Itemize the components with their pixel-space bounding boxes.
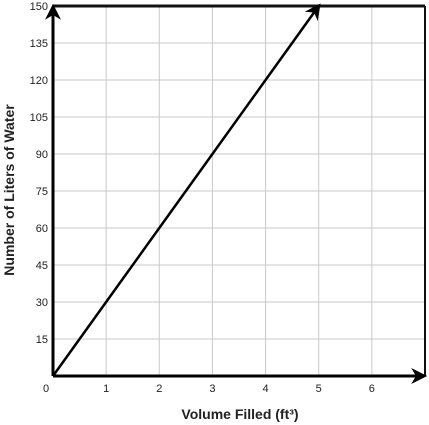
y-tick-label: 105: [30, 112, 48, 124]
x-axis-label: Volume Filled (ft³): [181, 406, 298, 422]
x-tick-label: 0: [43, 383, 49, 395]
series-line: [51, 3, 321, 377]
y-tick-label: 60: [36, 223, 48, 235]
x-tick-label: 2: [156, 383, 162, 395]
axes: [45, 3, 428, 384]
series-group: [51, 3, 321, 377]
y-tick-label: 90: [36, 149, 48, 161]
y-tick-label: 150: [30, 1, 48, 13]
x-tick-label: 4: [263, 383, 269, 395]
grid: [53, 6, 425, 376]
y-tick-label: 120: [30, 75, 48, 87]
y-axis-label: Number of Liters of Water: [1, 104, 17, 276]
x-tick-label: 1: [103, 383, 109, 395]
y-tick-label: 135: [30, 38, 48, 50]
y-tick-labels: 15 30 45 60 75 90 105 120 135 150: [30, 1, 48, 346]
x-tick-label: 6: [369, 383, 375, 395]
x-tick-label: 5: [316, 383, 322, 395]
y-tick-label: 15: [36, 334, 48, 346]
y-tick-label: 45: [36, 260, 48, 272]
x-tick-labels: 0 1 2 3 4 5 6: [43, 383, 375, 395]
y-tick-label: 30: [36, 297, 48, 309]
y-tick-label: 75: [36, 186, 48, 198]
x-tick-label: 3: [209, 383, 215, 395]
